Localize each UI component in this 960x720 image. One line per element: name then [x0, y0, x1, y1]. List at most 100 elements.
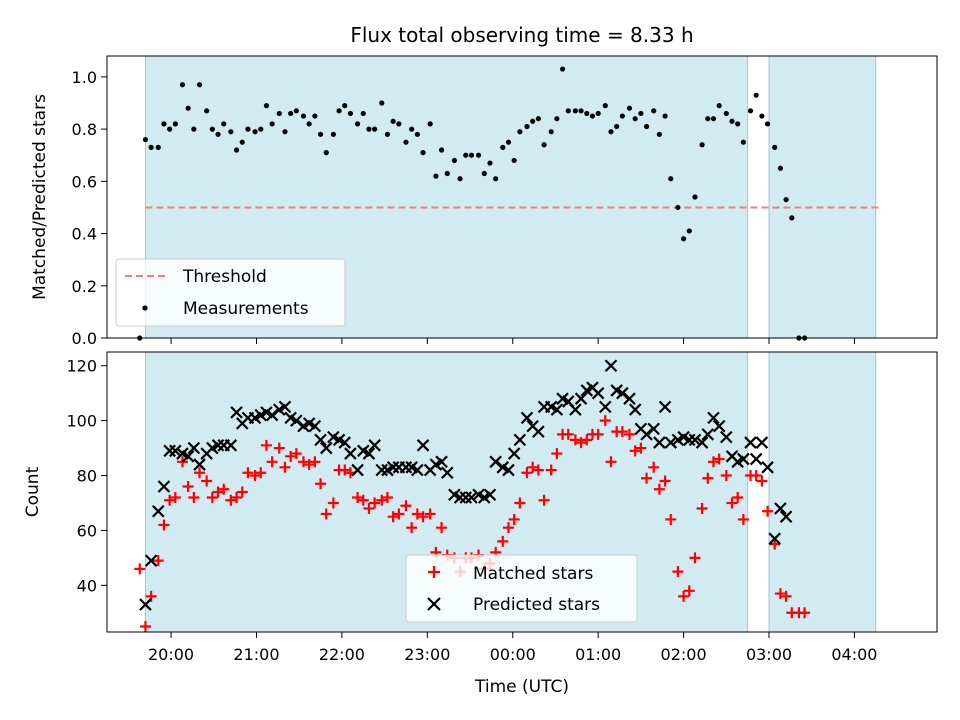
- matched-stars-point: [562, 428, 574, 440]
- x-axis-label: Time (UTC): [474, 677, 569, 697]
- matched-stars-point: [629, 445, 641, 457]
- y-tick-label: 1.0: [72, 68, 97, 87]
- measurement-point: [548, 129, 554, 135]
- predicted-stars-point: [375, 463, 389, 477]
- matched-stars-point: [678, 590, 690, 602]
- measurement-point: [680, 236, 687, 242]
- predicted-stars-point: [591, 386, 605, 400]
- predicted-stars-point: [701, 428, 715, 441]
- x-tick-label: 20:00: [148, 645, 194, 664]
- matched-stars-point: [599, 415, 611, 427]
- measurement-point: [584, 110, 590, 117]
- y-tick-label: 40: [77, 576, 97, 595]
- x-tick-label: 04:00: [831, 645, 877, 664]
- matched-stars-point: [320, 508, 332, 520]
- measurement-point: [433, 173, 439, 179]
- matched-stars-point: [400, 500, 412, 512]
- matched-stars-point: [218, 483, 230, 495]
- threshold-legend-label: Threshold: [182, 267, 267, 287]
- measurement-point: [608, 129, 614, 135]
- matched-stars-point: [152, 555, 164, 567]
- matched-stars-point: [713, 453, 725, 465]
- measurement-point: [336, 108, 342, 114]
- matched-stars-point: [327, 497, 339, 509]
- matched-stars-point: [134, 563, 146, 575]
- predicted-stars-point: [744, 436, 757, 449]
- predicted-stars-point: [411, 463, 424, 477]
- matched-legend-label: Matched stars: [473, 564, 593, 584]
- measurement-point: [396, 121, 402, 127]
- predicted-stars-point: [653, 436, 666, 449]
- count-panel: 40 60 80 100 120 20:00 21:00 22:00 23:00 00:00 01…: [23, 351, 938, 697]
- predicted-stars-point: [737, 452, 750, 466]
- predicted-stars-point: [640, 428, 653, 441]
- measurement-point: [233, 147, 240, 153]
- measurement-point: [323, 150, 329, 156]
- measurement-point: [191, 126, 197, 132]
- x-tick-label: 03:00: [746, 645, 792, 664]
- measurement-point: [288, 110, 294, 117]
- measurement-point: [390, 118, 396, 124]
- predicted-stars-point: [774, 502, 787, 515]
- measurement-point: [565, 108, 571, 114]
- y-tick-label: 0.0: [72, 329, 97, 348]
- matched-stars-point: [303, 459, 315, 471]
- measurement-point: [602, 103, 608, 109]
- matched-stars-point: [623, 428, 635, 440]
- y-tick-label: 0.4: [72, 225, 97, 244]
- predicted-stars-point: [513, 433, 527, 447]
- predicted-stars-point: [362, 447, 376, 460]
- measurement-point: [705, 116, 711, 122]
- matched-stars-point: [212, 486, 224, 498]
- matched-stars-point: [436, 522, 448, 534]
- measurement-point: [215, 131, 221, 137]
- matched-stars-point: [260, 439, 272, 451]
- measurement-point: [185, 105, 191, 111]
- measurement-point: [420, 150, 426, 156]
- predicted-stars-point: [712, 419, 726, 433]
- measurement-point: [789, 215, 795, 221]
- matched-stars-point: [592, 428, 604, 440]
- matched-stars-point: [737, 513, 749, 525]
- matched-stars-point: [732, 491, 744, 503]
- predicted-stars-point: [308, 419, 322, 433]
- matched-stars-point: [689, 552, 701, 564]
- measurement-point: [360, 110, 366, 117]
- predicted-stars-point: [416, 439, 430, 452]
- matched-stars-point: [683, 585, 695, 597]
- count-panel-frame: [106, 351, 938, 633]
- measurement-point: [282, 129, 288, 135]
- matched-stars-point: [551, 448, 563, 460]
- measurement-point: [204, 108, 210, 114]
- measurement-point: [643, 123, 650, 130]
- predicted-stars-point: [211, 439, 225, 452]
- matched-stars-point: [527, 461, 539, 473]
- predicted-stars-point: [507, 447, 521, 460]
- matched-stars-point: [569, 434, 581, 446]
- measurement-point: [312, 113, 318, 119]
- measurement-point: [535, 116, 541, 122]
- ratio-panel-x-ticks: [170, 338, 855, 344]
- x-tick-label: 01:00: [575, 645, 621, 664]
- predicted-stars-point: [319, 441, 333, 455]
- predicted-stars-point: [755, 436, 769, 449]
- matched-stars-point: [575, 437, 587, 449]
- observing-interval-2: [769, 56, 876, 338]
- predicted-stars-point: [453, 491, 467, 504]
- matched-stars-point: [635, 442, 647, 454]
- measurement-point: [626, 105, 633, 111]
- matched-stars-point: [521, 467, 533, 479]
- ratio-legend-box: [115, 258, 346, 327]
- measurement-point: [142, 136, 149, 143]
- measurement-point: [747, 108, 754, 114]
- measurement-point: [444, 170, 450, 177]
- measurement-point: [493, 176, 499, 182]
- measurement-point: [699, 142, 705, 148]
- matched-stars-point: [641, 472, 653, 484]
- ratio-legend: Threshold Measurements: [115, 258, 346, 327]
- ratio-panel-frame: [106, 55, 938, 339]
- predicted-stars-point: [683, 433, 696, 447]
- y-tick-label: 120: [66, 357, 97, 376]
- measurement-point: [379, 100, 385, 106]
- matched-stars-point: [424, 508, 436, 520]
